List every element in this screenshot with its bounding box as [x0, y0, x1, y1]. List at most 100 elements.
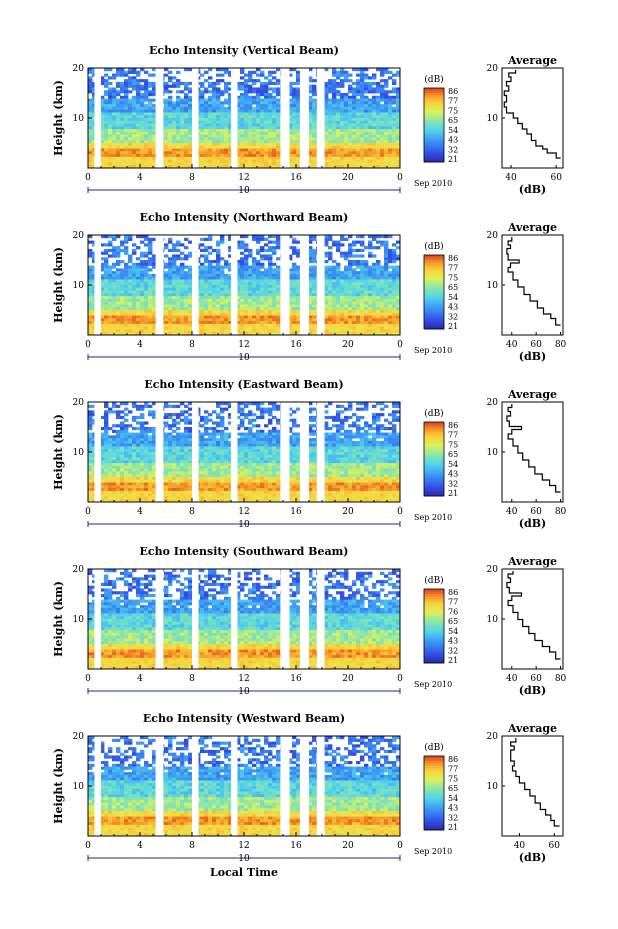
- heatmap-cell: [352, 307, 357, 311]
- heatmap-cell: [112, 129, 117, 133]
- heatmap-cell: [132, 265, 137, 269]
- heatmap-cell: [364, 145, 369, 149]
- heatmap-cell: [356, 90, 361, 94]
- heatmap-cell: [240, 112, 245, 116]
- heatmap-cell: [268, 137, 273, 141]
- heatmap-cell: [180, 310, 185, 314]
- heatmap-cell: [228, 315, 233, 319]
- heatmap-cell: [356, 265, 361, 269]
- heatmap-cell: [392, 154, 397, 158]
- heatmap-cell: [268, 296, 273, 300]
- heatmap-cell: [332, 323, 337, 328]
- heatmap-cell: [380, 109, 385, 113]
- heatmap-cell: [120, 276, 125, 280]
- heatmap-cell: [228, 323, 233, 328]
- heatmap-cell: [368, 290, 373, 294]
- heatmap-cell: [88, 79, 93, 83]
- heatmap-cell: [240, 315, 245, 319]
- heatmap-cell: [352, 145, 357, 149]
- heatmap-cell: [256, 235, 261, 239]
- heatmap-cell: [216, 104, 221, 108]
- heatmap-cell: [268, 260, 273, 264]
- heatmap-cell: [360, 329, 365, 333]
- heatmap-cell: [256, 321, 261, 325]
- heatmap-cell: [260, 90, 265, 94]
- heatmap-cell: [104, 84, 109, 88]
- heatmap-cell: [292, 145, 297, 149]
- heatmap-cell: [88, 162, 93, 166]
- heatmap-cell: [352, 95, 357, 99]
- heatmap-cell: [188, 143, 193, 147]
- heatmap-cell: [236, 140, 241, 144]
- heatmap-cell: [104, 143, 109, 147]
- heatmap-cell: [384, 235, 389, 239]
- heatmap-cell: [208, 145, 213, 149]
- heatmap-cell: [256, 273, 261, 278]
- heatmap-cell: [288, 109, 293, 113]
- heatmap-cell: [352, 134, 357, 138]
- heatmap-cell: [140, 301, 145, 305]
- heatmap-cell: [260, 148, 265, 152]
- heatmap-cell: [104, 90, 109, 94]
- heatmap-cell: [108, 101, 113, 105]
- heatmap-cell: [360, 296, 365, 300]
- heatmap-cell: [360, 68, 365, 72]
- heatmap-cell: [248, 143, 253, 147]
- heatmap-cell: [328, 235, 333, 239]
- heatmap-cell: [368, 304, 373, 308]
- colorbar-segment: [424, 255, 444, 258]
- heatmap-cell: [388, 165, 393, 169]
- heatmap-cell: [332, 273, 337, 278]
- heatmap-cell: [376, 273, 381, 278]
- heatmap-cell: [264, 248, 269, 253]
- heatmap-cell: [236, 323, 241, 328]
- heatmap-cell: [104, 137, 109, 141]
- heatmap-cell: [224, 98, 229, 102]
- heatmap-cell: [392, 293, 397, 297]
- heatmap-cell: [248, 162, 253, 166]
- heatmap-cell: [384, 251, 389, 255]
- heatmap-cell: [388, 315, 393, 319]
- heatmap-cell: [120, 126, 125, 130]
- heatmap-cell: [220, 276, 225, 280]
- heatmap-cell: [368, 101, 373, 105]
- heatmap-cell: [384, 118, 389, 122]
- heatmap-cell: [180, 271, 185, 275]
- heatmap-cell: [88, 68, 93, 72]
- heatmap-cell: [180, 98, 185, 102]
- heatmap-cell: [132, 162, 137, 166]
- heatmap-cell: [128, 332, 133, 336]
- heatmap-cell: [132, 318, 137, 322]
- heatmap-cell: [288, 315, 293, 319]
- heatmap-cell: [356, 318, 361, 322]
- heatmap-cell: [312, 312, 317, 316]
- heatmap-cell: [216, 154, 221, 158]
- heatmap-cell: [396, 154, 401, 158]
- heatmap-cell: [176, 285, 181, 289]
- heatmap-cell: [248, 323, 253, 328]
- heatmap-cell: [276, 87, 281, 91]
- heatmap-cell: [380, 79, 385, 83]
- heatmap-cell: [212, 118, 217, 122]
- average-x-tick-label: 60: [550, 173, 562, 183]
- colorbar-segment: [424, 110, 444, 114]
- heatmap-cell: [392, 101, 397, 105]
- heatmap-cell: [364, 246, 369, 250]
- heatmap-cell: [116, 315, 121, 319]
- heatmap-cell: [332, 126, 337, 130]
- heatmap-cell: [348, 98, 353, 102]
- heatmap-cell: [228, 109, 233, 113]
- heatmap-cell: [200, 162, 205, 166]
- heatmap-cell: [144, 323, 149, 328]
- heatmap-cell: [144, 321, 149, 325]
- heatmap-cell: [388, 90, 393, 94]
- heatmap-cell: [388, 151, 393, 155]
- heatmap-cell: [104, 315, 109, 319]
- heatmap-cell: [312, 123, 317, 127]
- heatmap-cell: [104, 134, 109, 138]
- heatmap-cell: [208, 235, 213, 239]
- heatmap-cell: [380, 112, 385, 116]
- heatmap-cell: [296, 254, 301, 258]
- heatmap-cell: [292, 148, 297, 152]
- heatmap-cell: [92, 106, 97, 111]
